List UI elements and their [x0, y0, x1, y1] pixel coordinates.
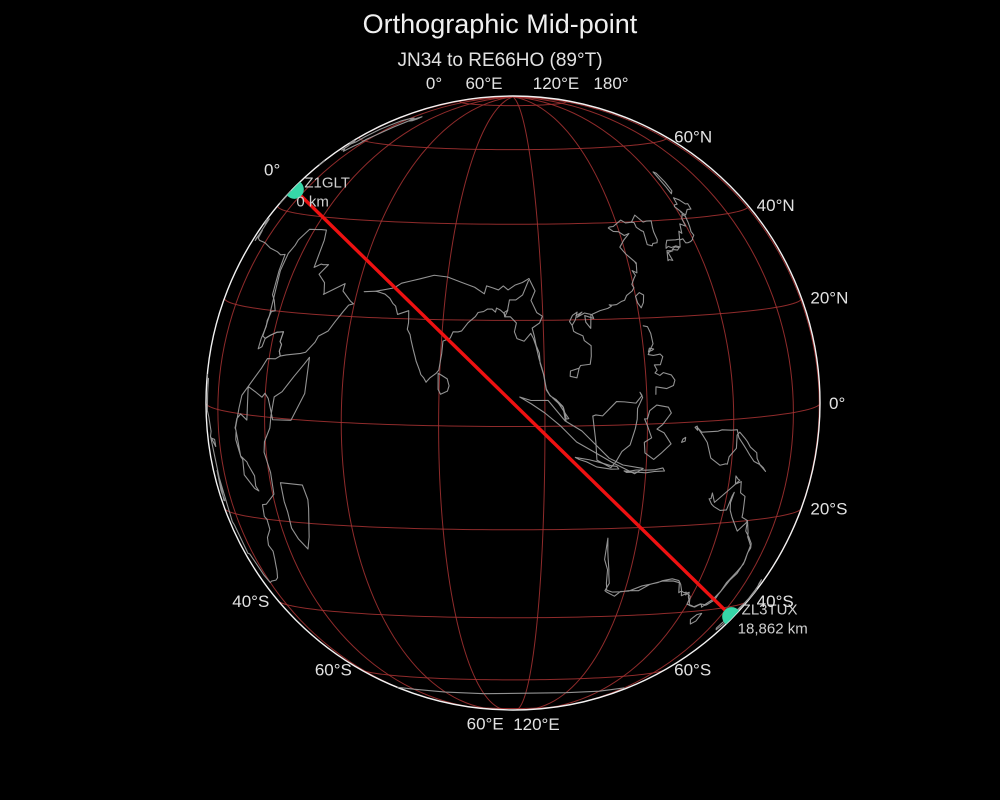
svg-text:0 km: 0 km: [296, 193, 329, 210]
svg-text:180°: 180°: [593, 74, 628, 93]
svg-text:60°S: 60°S: [674, 661, 711, 680]
svg-text:0°: 0°: [264, 160, 280, 179]
svg-text:40°S: 40°S: [232, 592, 269, 611]
svg-text:120°E: 120°E: [533, 74, 580, 93]
svg-text:120°E: 120°E: [513, 715, 560, 734]
svg-text:18,862 km: 18,862 km: [738, 621, 808, 638]
svg-text:40°N: 40°N: [757, 196, 795, 215]
svg-text:0°: 0°: [426, 74, 442, 93]
svg-text:60°E: 60°E: [467, 715, 504, 734]
svg-text:Orthographic Mid-point: Orthographic Mid-point: [363, 9, 638, 39]
svg-text:40°S: 40°S: [757, 592, 794, 611]
svg-text:0°: 0°: [829, 394, 845, 413]
svg-text:JN34 to RE66HO (89°T): JN34 to RE66HO (89°T): [397, 50, 602, 71]
svg-text:60°E: 60°E: [465, 74, 502, 93]
svg-text:20°S: 20°S: [810, 499, 847, 518]
svg-text:20°N: 20°N: [810, 289, 848, 308]
svg-text:60°S: 60°S: [315, 661, 352, 680]
svg-text:60°N: 60°N: [674, 127, 712, 146]
svg-text:Z1GLT: Z1GLT: [304, 174, 350, 191]
